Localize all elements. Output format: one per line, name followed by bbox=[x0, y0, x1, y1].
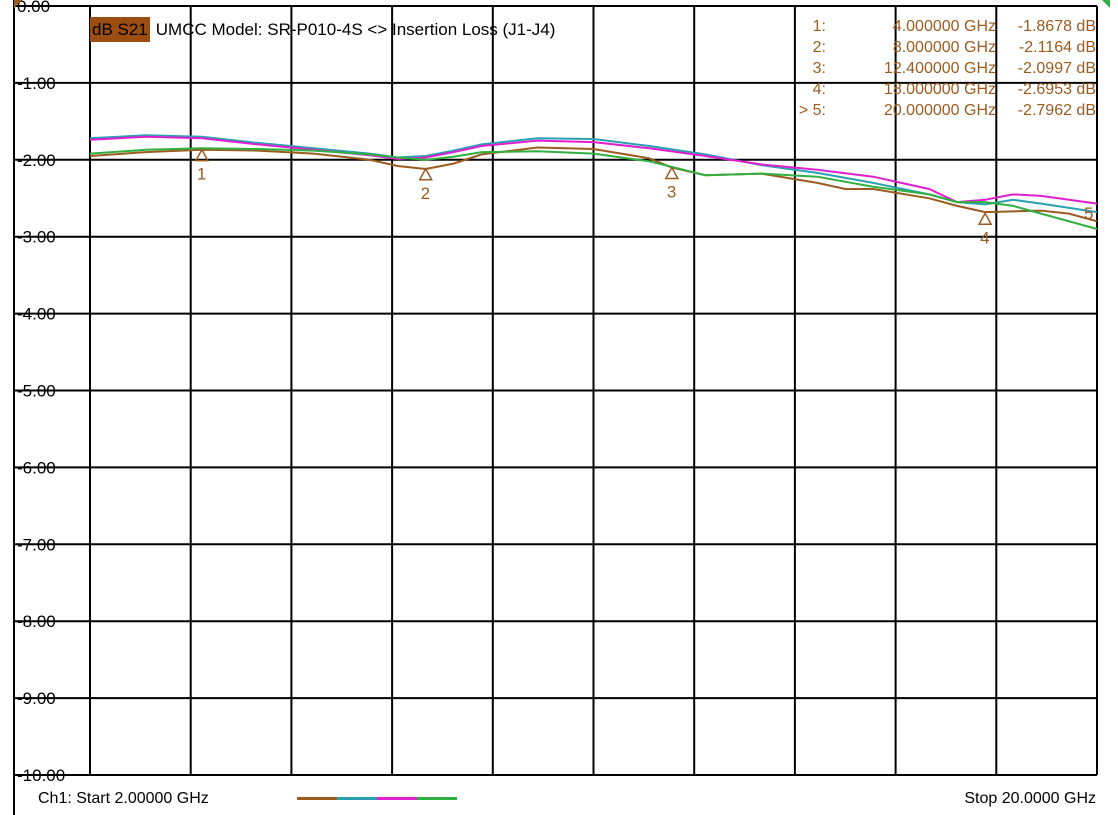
marker-id: > 5: bbox=[798, 102, 826, 119]
y-tick-label: -3.00 bbox=[17, 228, 56, 247]
marker-triangle bbox=[194, 148, 210, 162]
y-tick-label: -4.00 bbox=[17, 305, 56, 324]
legend-swatch-trace-1 bbox=[297, 797, 337, 800]
y-tick-label: -8.00 bbox=[17, 612, 56, 631]
marker-readout-row: 1: 4.000000 GHz -1.8678 dB bbox=[766, 16, 1096, 37]
marker-id: 3: bbox=[812, 60, 826, 77]
marker-value: -2.1164 dB bbox=[1018, 39, 1096, 56]
trace-description: UMCC Model: SR-P010-4S <> Insertion Loss… bbox=[155, 20, 556, 39]
marker-value: -2.7962 dB bbox=[1017, 102, 1096, 119]
y-tick-label: -2.00 bbox=[17, 151, 56, 170]
reference-indicator bbox=[1102, 0, 1110, 8]
marker-readout-table: 1: 4.000000 GHz -1.8678 dB 2: 8.000000 G… bbox=[766, 16, 1096, 121]
trace-line-4 bbox=[89, 147, 1098, 230]
y-tick-label: -10.00 bbox=[17, 766, 65, 785]
marker-triangle bbox=[977, 211, 993, 226]
y-tick-label: -5.00 bbox=[17, 382, 56, 401]
reference-indicator bbox=[14, 0, 22, 8]
marker-frequency: 4.000000 GHz bbox=[892, 18, 996, 35]
marker-label: 2 bbox=[421, 184, 430, 203]
marker-readout-row: 3: 12.400000 GHz -2.0997 dB bbox=[766, 58, 1096, 79]
legend-swatch-trace-4 bbox=[417, 797, 457, 800]
legend-swatch-trace-3 bbox=[377, 797, 417, 800]
marker-readout-row: > 5: 20.000000 GHz -2.7962 dB bbox=[766, 100, 1096, 121]
marker-value: -2.6953 dB bbox=[1017, 81, 1096, 98]
marker-frequency: 20.000000 GHz bbox=[883, 102, 996, 119]
marker-label: 1 bbox=[197, 165, 206, 184]
marker-label: 3 bbox=[667, 182, 676, 201]
trace-legend bbox=[297, 797, 457, 800]
marker-id: 1: bbox=[812, 18, 826, 35]
y-tick-label: -6.00 bbox=[17, 458, 56, 477]
marker-label: 4 bbox=[980, 228, 989, 247]
stop-frequency-label: Stop 20.0000 GHz bbox=[964, 790, 1096, 807]
marker-label: 5 bbox=[1084, 204, 1093, 223]
trace-badge[interactable]: dB S21 bbox=[90, 17, 150, 42]
marker-readout-row: 4: 18.000000 GHz -2.6953 dB bbox=[766, 79, 1096, 100]
y-tick-label: -1.00 bbox=[17, 74, 56, 93]
trace-title: dB S21 UMCC Model: SR-P010-4S <> Insertio… bbox=[90, 17, 555, 42]
marker-value: -1.8678 dB bbox=[1017, 18, 1096, 35]
marker-frequency: 18.000000 GHz bbox=[883, 81, 996, 98]
marker-triangle bbox=[418, 167, 433, 181]
start-frequency-label: Ch1: Start 2.00000 GHz bbox=[38, 790, 209, 807]
marker-frequency: 8.000000 GHz bbox=[892, 39, 996, 56]
marker-id: 4: bbox=[812, 81, 826, 98]
trace-line-1 bbox=[89, 146, 1098, 223]
marker-value: -2.0997 dB bbox=[1017, 60, 1096, 77]
y-tick-label: 0.00 bbox=[17, 0, 50, 16]
y-tick-label: -9.00 bbox=[17, 689, 56, 708]
y-tick-label: -7.00 bbox=[17, 535, 56, 554]
marker-id: 2: bbox=[812, 39, 826, 56]
marker-triangle bbox=[664, 165, 680, 180]
marker-readout-row: 2: 8.000000 GHz -2.1164 dB bbox=[766, 37, 1096, 58]
legend-swatch-trace-2 bbox=[337, 797, 377, 800]
marker-frequency: 12.400000 GHz bbox=[883, 60, 996, 77]
